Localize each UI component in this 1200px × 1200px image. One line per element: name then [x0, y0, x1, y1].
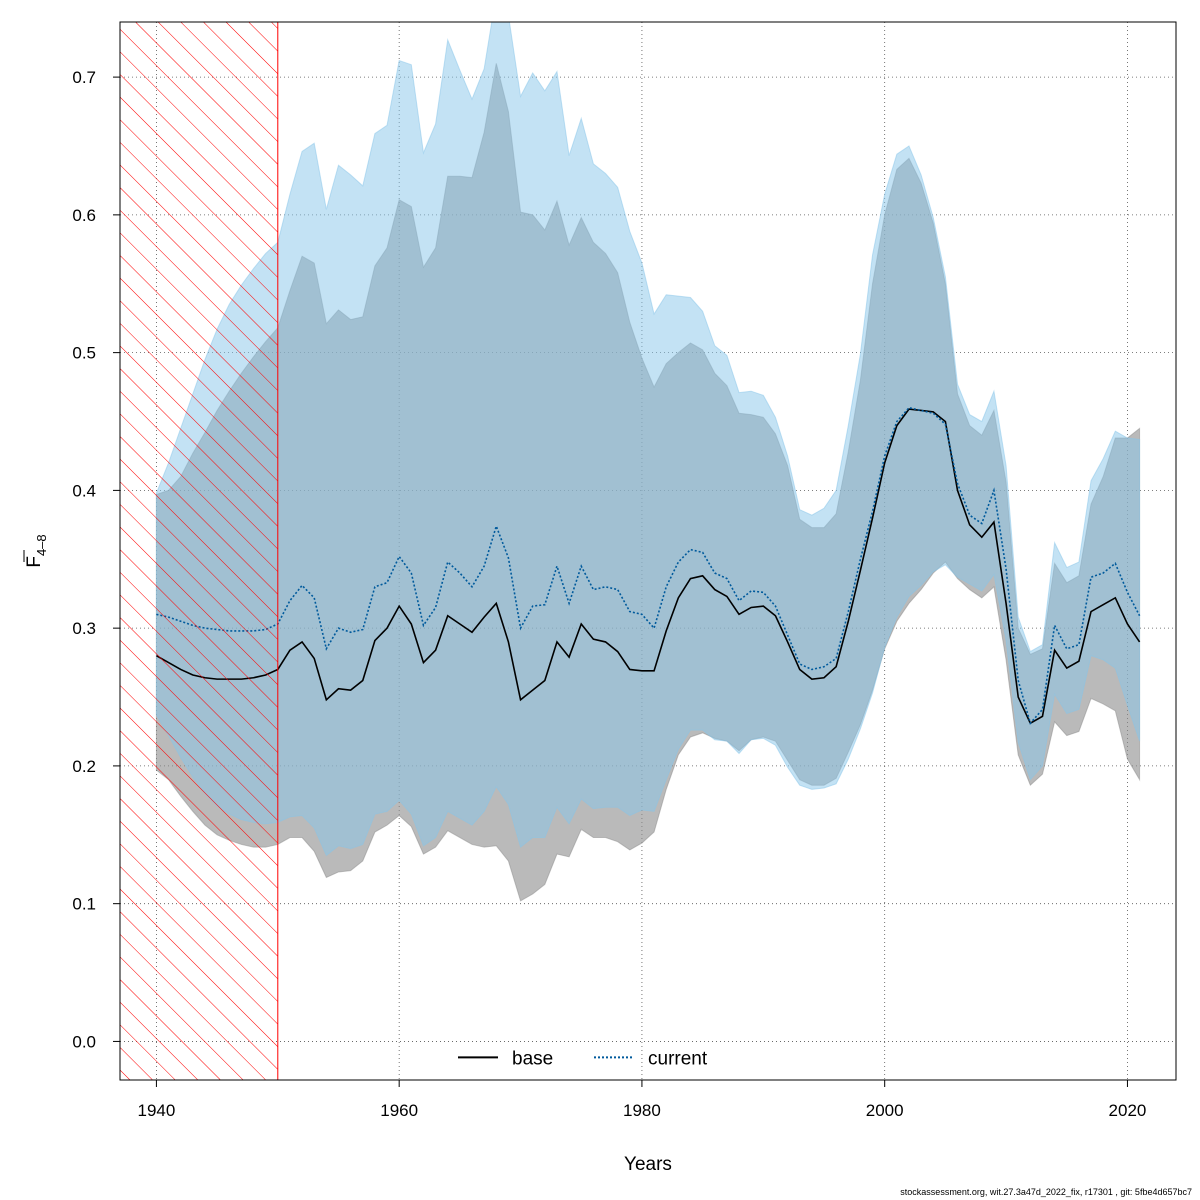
y-tick-label: 0.6	[72, 206, 96, 225]
x-tick-label: 2020	[1109, 1101, 1147, 1120]
y-tick-label: 0.0	[72, 1032, 96, 1051]
y-tick-label: 0.1	[72, 895, 96, 914]
x-tick-label: 1960	[380, 1101, 418, 1120]
y-axis: 0.0 0.1 0.2 0.3 0.4 0.5 0.6 0.7	[72, 68, 121, 1051]
band-current	[155, 22, 1141, 857]
svg-text:F4–8: F4–8	[24, 534, 49, 567]
series-lines	[156, 406, 1141, 725]
y-tick-label: 0.3	[72, 619, 96, 638]
y-axis-title-subscript: 4–8	[34, 534, 49, 556]
x-axis: 1940 1960 1980 2000 2020	[137, 1079, 1147, 1120]
legend: base current	[458, 1048, 708, 1069]
y-tick-label: 0.2	[72, 757, 96, 776]
footer-note: stockassessment.org, wit.27.3a47d_2022_f…	[900, 1187, 1192, 1197]
x-tick-label: 1940	[137, 1101, 175, 1120]
legend-label-base: base	[512, 1048, 553, 1069]
y-axis-title: F4–8	[23, 534, 49, 568]
x-tick-label: 1980	[623, 1101, 661, 1120]
legend-label-current: current	[648, 1048, 708, 1069]
confidence-bands	[155, 22, 1141, 902]
y-axis-title-base: F	[24, 556, 45, 568]
x-tick-label: 2000	[866, 1101, 904, 1120]
shaded-region	[120, 22, 279, 1080]
line-base	[156, 408, 1141, 725]
y-tick-label: 0.7	[72, 68, 96, 87]
x-axis-title: Years	[624, 1154, 672, 1175]
hatched-region	[120, 22, 279, 1080]
y-tick-label: 0.4	[72, 481, 96, 500]
y-tick-label: 0.5	[72, 344, 96, 363]
